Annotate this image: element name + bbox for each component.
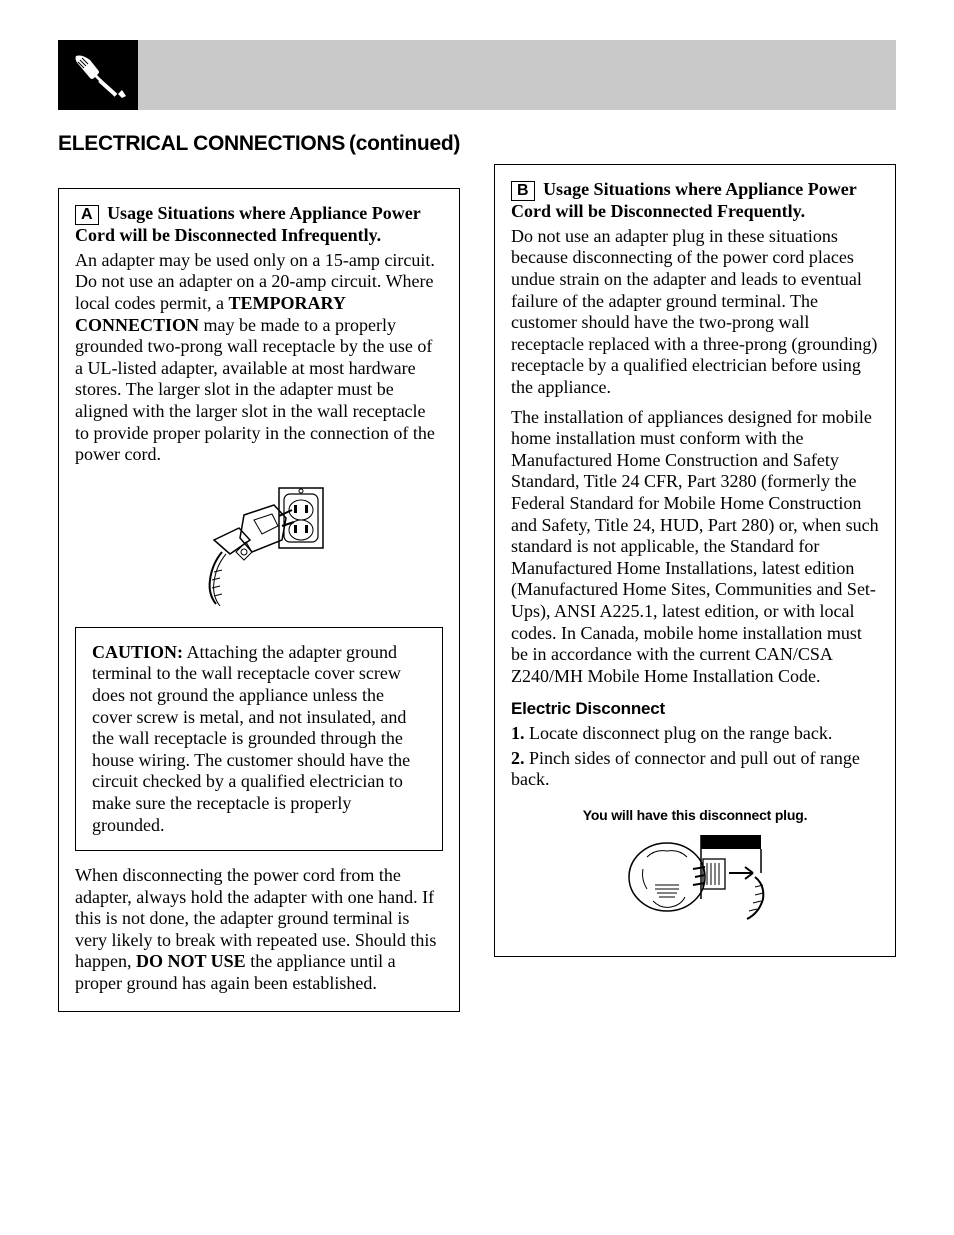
section-continued: (continued) — [349, 132, 460, 155]
label-a: A — [75, 205, 99, 225]
left-column: A Usage Situations where Appliance Power… — [58, 164, 460, 1012]
right-column: B Usage Situations where Appliance Power… — [494, 164, 896, 957]
label-b: B — [511, 181, 535, 201]
section-heading: ELECTRICAL CONNECTIONS (continued) — [58, 132, 896, 156]
right-sub-heading-text: Usage Situations where Appliance Power C… — [511, 179, 856, 221]
step1-text: Locate disconnect plug on the range back… — [525, 723, 833, 743]
header-banner — [58, 40, 896, 110]
page-container: ELECTRICAL CONNECTIONS (continued) A Usa… — [0, 0, 954, 1072]
screwdriver-icon — [58, 40, 138, 110]
figure-outlet — [75, 480, 443, 615]
figure-caption: You will have this disconnect plug. — [511, 807, 879, 823]
right-sub-heading: B Usage Situations where Appliance Power… — [511, 179, 879, 222]
caution-box: CAUTION: Attaching the adapter ground te… — [75, 627, 443, 851]
left-para1-b: may be made to a properly grounded two-p… — [75, 315, 435, 465]
header-grey-bar — [138, 40, 896, 110]
left-sub-heading-text: Usage Situations where Appliance Power C… — [75, 203, 420, 245]
right-para2: The installation of appliances designed … — [511, 407, 879, 688]
figure-disconnect-plug — [511, 829, 879, 934]
electric-disconnect-title: Electric Disconnect — [511, 699, 879, 719]
right-para1: Do not use an adapter plug in these situ… — [511, 226, 879, 399]
section-title: ELECTRICAL CONNECTIONS — [58, 132, 345, 155]
step-2: 2. Pinch sides of connector and pull out… — [511, 748, 879, 791]
caution-label: CAUTION: — [92, 642, 183, 662]
left-para2-bold: DO NOT USE — [136, 951, 246, 971]
step2-num: 2. — [511, 748, 525, 768]
left-para1: An adapter may be used only on a 15-amp … — [75, 250, 443, 466]
left-para2: When disconnecting the power cord from t… — [75, 865, 443, 995]
step-1: 1. Locate disconnect plug on the range b… — [511, 723, 879, 745]
step1-num: 1. — [511, 723, 525, 743]
step2-text: Pinch sides of connector and pull out of… — [511, 748, 860, 790]
caution-text: Attaching the adapter ground terminal to… — [92, 642, 410, 835]
content-columns: A Usage Situations where Appliance Power… — [58, 164, 896, 1012]
left-box: A Usage Situations where Appliance Power… — [58, 188, 460, 1012]
left-sub-heading: A Usage Situations where Appliance Power… — [75, 203, 443, 246]
right-box: B Usage Situations where Appliance Power… — [494, 164, 896, 957]
